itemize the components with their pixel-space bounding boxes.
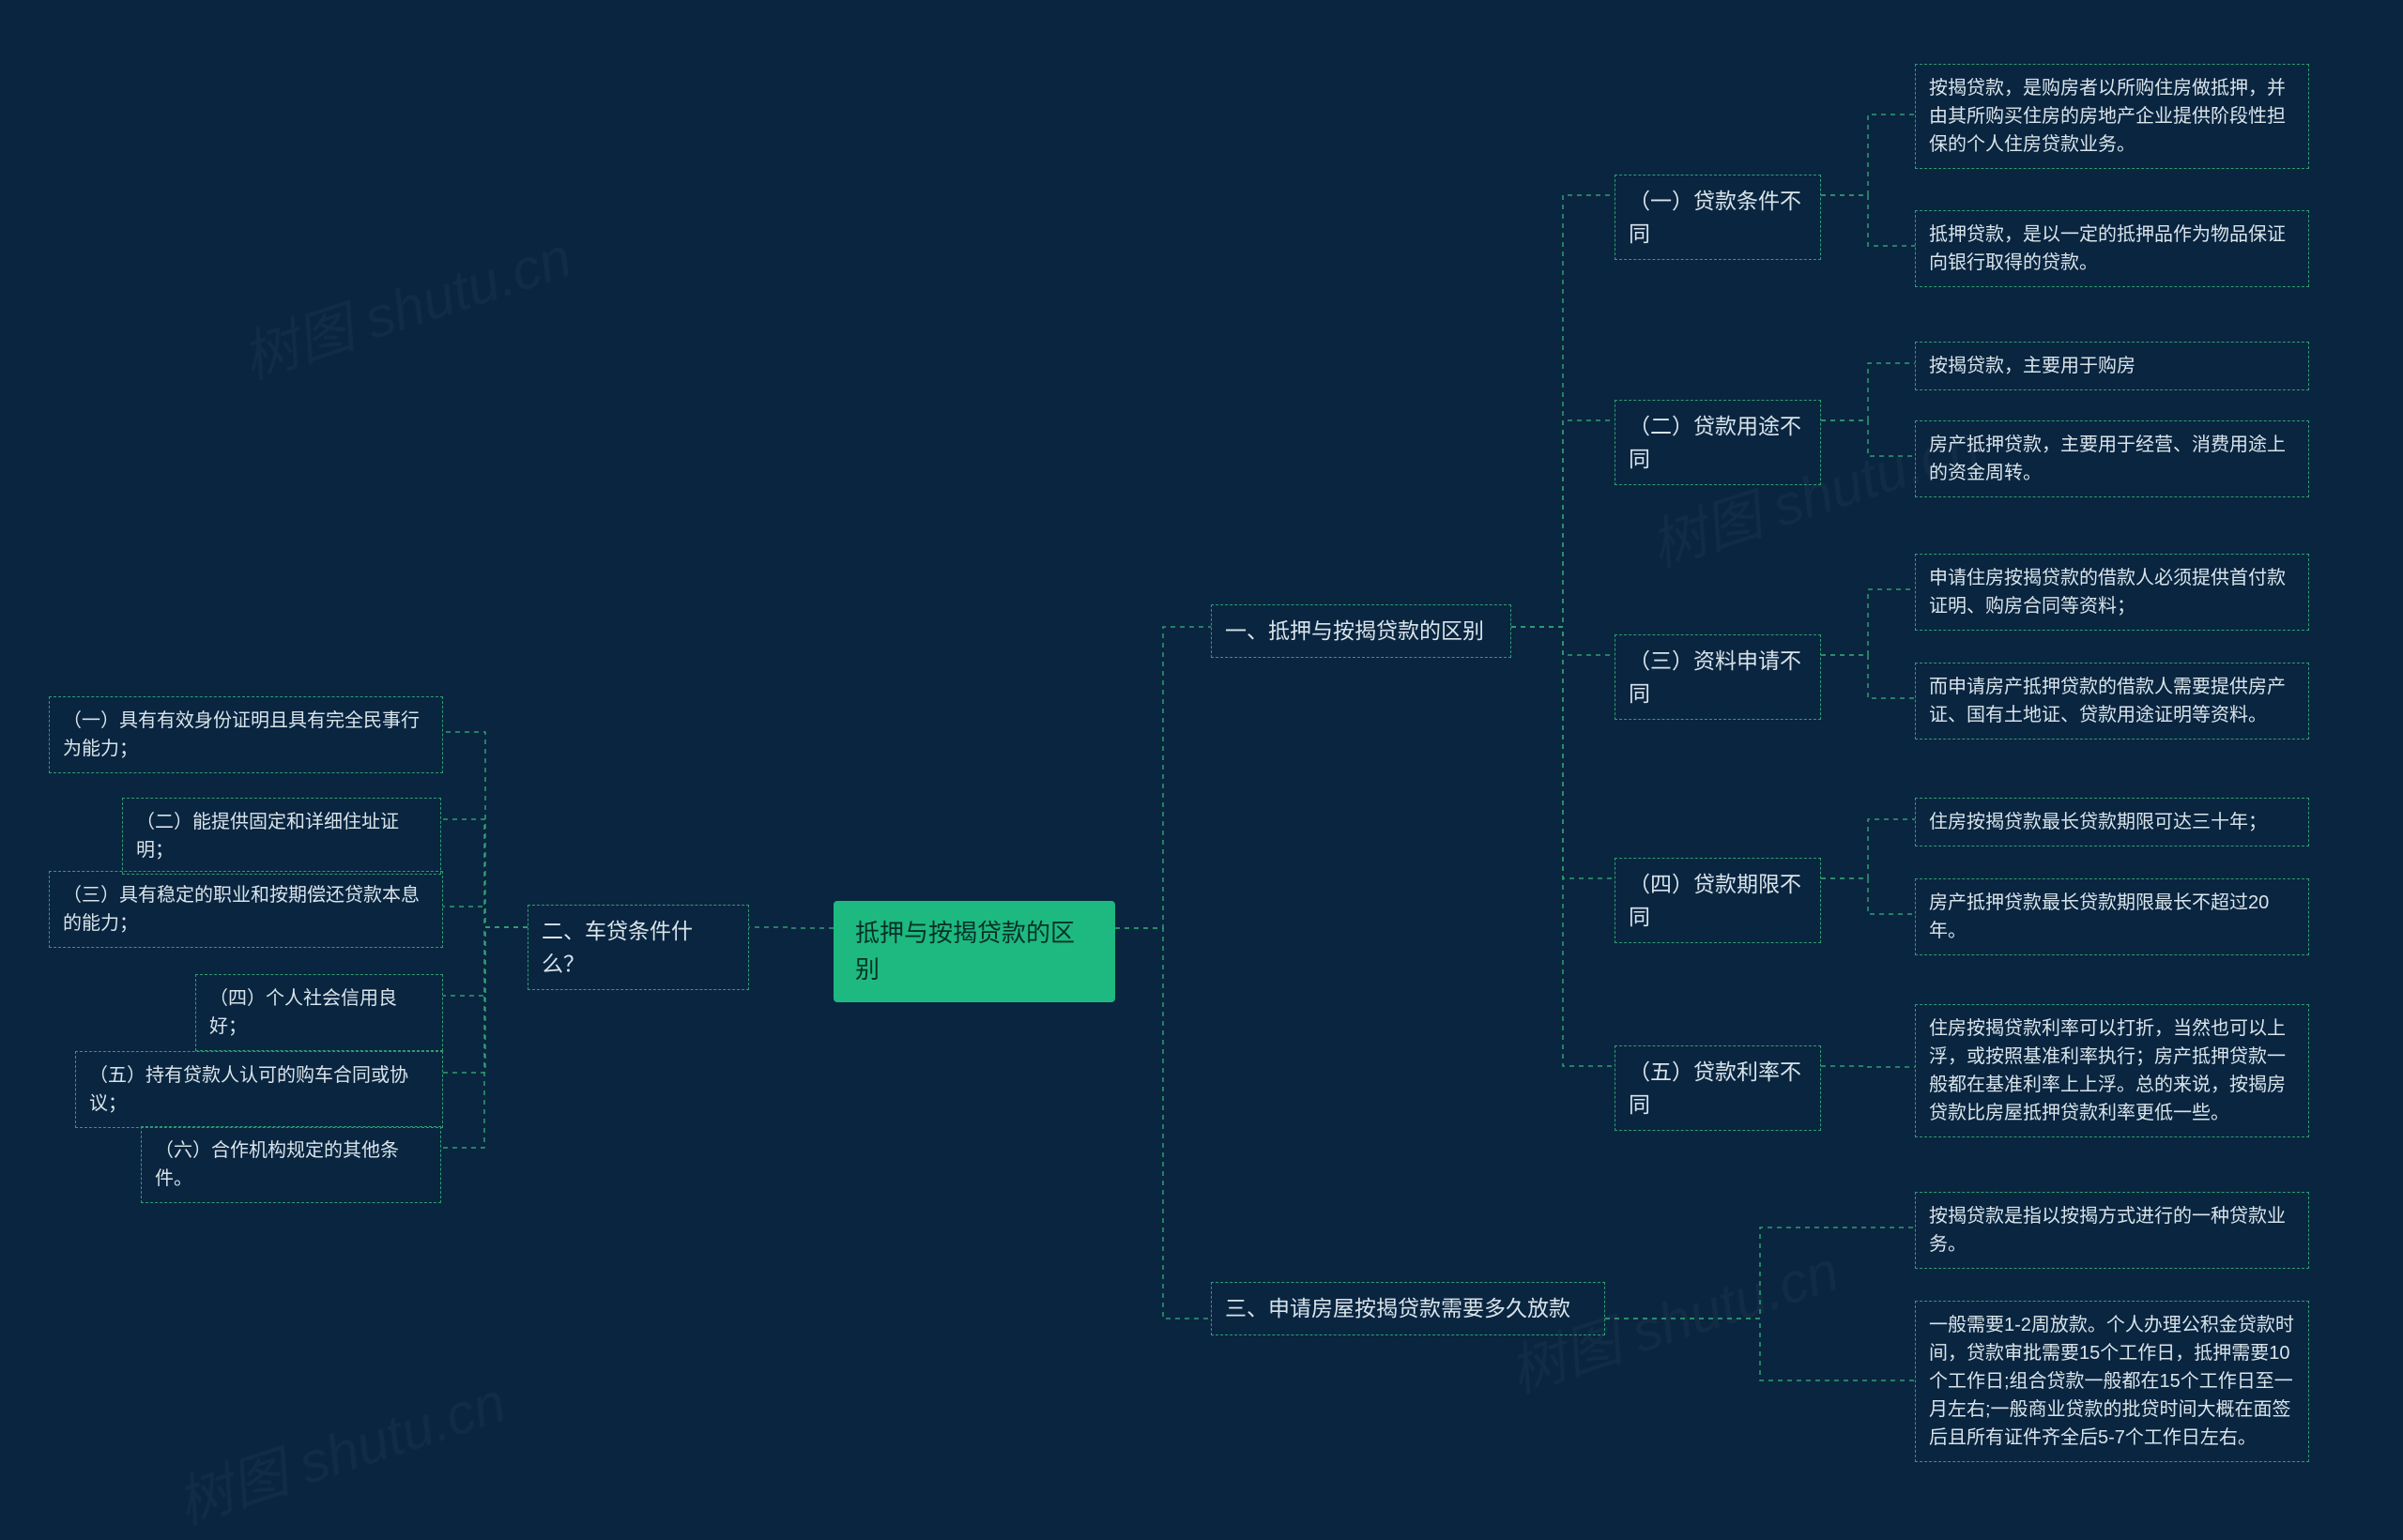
mindmap-node: 一、抵押与按揭贷款的区别 — [1211, 604, 1511, 658]
mindmap-node: （三）资料申请不同 — [1615, 634, 1821, 720]
mindmap-node: 按揭贷款，是购房者以所购住房做抵押，并由其所购买住房的房地产企业提供阶段性担保的… — [1915, 64, 2309, 169]
mindmap-node: 住房按揭贷款利率可以打折，当然也可以上浮，或按照基准利率执行；房产抵押贷款一般都… — [1915, 1004, 2309, 1137]
mindmap-node: （二）贷款用途不同 — [1615, 400, 1821, 485]
watermark: 树图 shutu.cn — [230, 212, 580, 395]
mindmap-node: （五）持有贷款人认可的购车合同或协议； — [75, 1051, 443, 1128]
mindmap-node: 按揭贷款，主要用于购房 — [1915, 342, 2309, 390]
mindmap-node: 房产抵押贷款最长贷款期限最长不超过20年。 — [1915, 878, 2309, 955]
mindmap-node: 抵押与按揭贷款的区别 — [834, 901, 1115, 1002]
mindmap-node: （六）合作机构规定的其他条件。 — [141, 1126, 441, 1203]
mindmap-node: （五）贷款利率不同 — [1615, 1045, 1821, 1131]
mindmap-node: 一般需要1-2周放款。个人办理公积金贷款时间，贷款审批需要15个工作日，抵押需要… — [1915, 1301, 2309, 1462]
mindmap-node: （一）贷款条件不同 — [1615, 175, 1821, 260]
mindmap-node: 而申请房产抵押贷款的借款人需要提供房产证、国有土地证、贷款用途证明等资料。 — [1915, 663, 2309, 740]
mindmap-node: 申请住房按揭贷款的借款人必须提供首付款证明、购房合同等资料； — [1915, 554, 2309, 631]
mindmap-node: 住房按揭贷款最长贷款期限可达三十年； — [1915, 798, 2309, 846]
mindmap-node: （四）贷款期限不同 — [1615, 858, 1821, 943]
mindmap-node: （一）具有有效身份证明且具有完全民事行为能力； — [49, 696, 443, 773]
mindmap-node: 三、申请房屋按揭贷款需要多久放款 — [1211, 1282, 1605, 1335]
mindmap-node: 二、车贷条件什么？ — [528, 905, 749, 990]
watermark: 树图 shutu.cn — [164, 1357, 514, 1540]
mindmap-node: （二）能提供固定和详细住址证明； — [122, 798, 441, 875]
mindmap-node: 按揭贷款是指以按揭方式进行的一种贷款业务。 — [1915, 1192, 2309, 1269]
mindmap-node: 房产抵押贷款，主要用于经营、消费用途上的资金周转。 — [1915, 420, 2309, 497]
mindmap-node: （三）具有稳定的职业和按期偿还贷款本息的能力； — [49, 871, 443, 948]
mindmap-node: 抵押贷款，是以一定的抵押品作为物品保证向银行取得的贷款。 — [1915, 210, 2309, 287]
mindmap-node: （四）个人社会信用良好； — [195, 974, 443, 1051]
